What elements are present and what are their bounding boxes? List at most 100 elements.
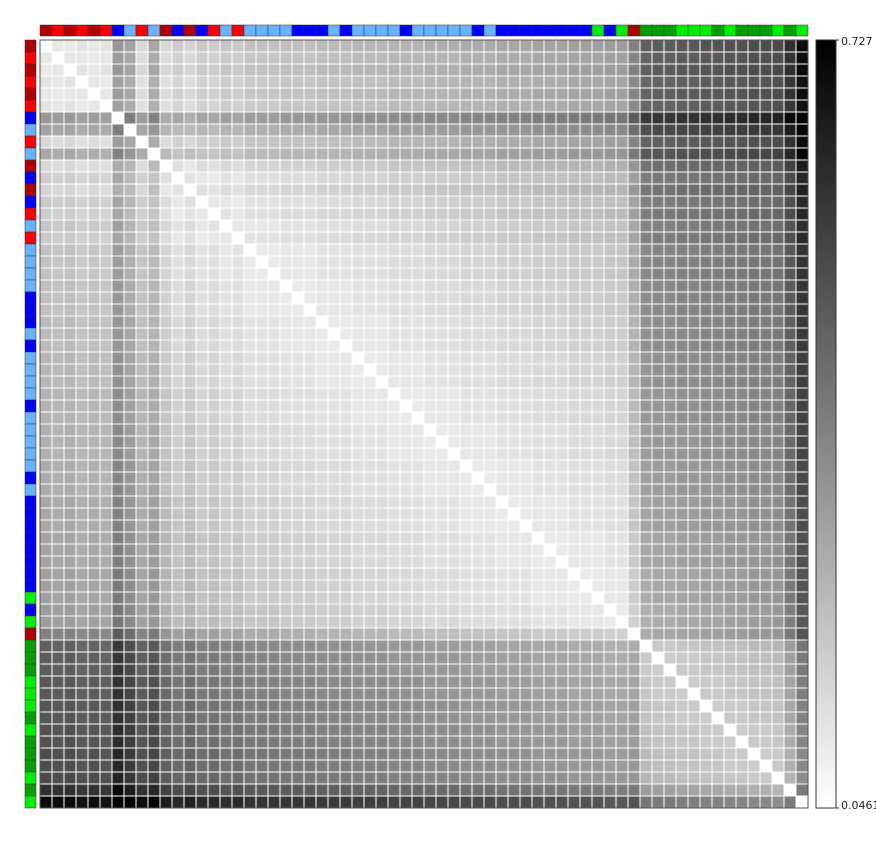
cell xyxy=(507,327,521,341)
cell xyxy=(75,423,89,437)
cell xyxy=(507,711,521,725)
cell xyxy=(135,291,149,305)
cell xyxy=(471,627,485,641)
cell xyxy=(159,243,173,257)
cell xyxy=(219,351,233,365)
cell xyxy=(723,699,737,713)
cell xyxy=(123,639,137,653)
group-cell-left xyxy=(24,171,37,185)
cell xyxy=(195,243,209,257)
cell xyxy=(771,507,785,521)
cell xyxy=(243,435,257,449)
cell xyxy=(267,231,281,245)
cell xyxy=(207,531,221,545)
cell xyxy=(147,135,161,149)
cell xyxy=(351,327,365,341)
cell xyxy=(99,147,113,161)
cell xyxy=(111,255,125,269)
cell xyxy=(255,627,269,641)
cell xyxy=(183,471,197,485)
cell xyxy=(183,315,197,329)
cell xyxy=(639,243,653,257)
cell xyxy=(603,339,617,353)
cell xyxy=(783,303,797,317)
cell xyxy=(519,99,533,113)
cell xyxy=(615,759,629,773)
cell xyxy=(87,567,101,581)
cell xyxy=(387,603,401,617)
cell xyxy=(351,63,365,77)
cell xyxy=(75,555,89,569)
cell xyxy=(639,651,653,665)
cell xyxy=(399,399,413,413)
cell xyxy=(75,531,89,545)
cell xyxy=(51,207,65,221)
cell xyxy=(231,375,245,389)
cell xyxy=(663,771,677,785)
cell xyxy=(723,399,737,413)
cell xyxy=(711,51,725,65)
cell xyxy=(291,759,305,773)
cell xyxy=(687,639,701,653)
cell xyxy=(327,507,341,521)
cell xyxy=(507,39,521,53)
cell xyxy=(399,543,413,557)
cell xyxy=(603,543,617,557)
cell xyxy=(291,459,305,473)
cell xyxy=(159,759,173,773)
cell xyxy=(291,483,305,497)
cell xyxy=(279,207,293,221)
cell xyxy=(399,243,413,257)
cell xyxy=(363,243,377,257)
cell xyxy=(135,567,149,581)
cell xyxy=(687,99,701,113)
cell xyxy=(567,675,581,689)
cell xyxy=(627,735,641,749)
group-cell-top xyxy=(471,24,485,37)
cell xyxy=(615,399,629,413)
cell xyxy=(123,399,137,413)
cell xyxy=(219,171,233,185)
cell xyxy=(399,687,413,701)
cell xyxy=(51,459,65,473)
cell xyxy=(171,519,185,533)
cell xyxy=(363,135,377,149)
cell xyxy=(423,651,437,665)
cell xyxy=(543,159,557,173)
cell xyxy=(63,231,77,245)
cell xyxy=(483,603,497,617)
cell xyxy=(519,459,533,473)
cell xyxy=(267,567,281,581)
cell xyxy=(543,375,557,389)
cell xyxy=(411,675,425,689)
cell xyxy=(579,795,593,809)
cell xyxy=(351,207,365,221)
cell xyxy=(315,711,329,725)
cell xyxy=(135,735,149,749)
cell xyxy=(747,771,761,785)
cell xyxy=(471,771,485,785)
cell xyxy=(171,615,185,629)
cell xyxy=(747,759,761,773)
cell xyxy=(759,327,773,341)
cell xyxy=(147,183,161,197)
cell xyxy=(783,339,797,353)
cell xyxy=(207,183,221,197)
cell xyxy=(387,63,401,77)
cell xyxy=(243,771,257,785)
cell xyxy=(579,351,593,365)
cell xyxy=(195,675,209,689)
cell xyxy=(603,111,617,125)
cell xyxy=(711,411,725,425)
cell xyxy=(291,111,305,125)
cell xyxy=(171,387,185,401)
cell xyxy=(195,651,209,665)
cell xyxy=(591,675,605,689)
cell xyxy=(291,411,305,425)
cell xyxy=(255,651,269,665)
cell xyxy=(363,495,377,509)
cell xyxy=(495,783,509,797)
cell xyxy=(519,615,533,629)
cell xyxy=(411,603,425,617)
cell xyxy=(747,231,761,245)
